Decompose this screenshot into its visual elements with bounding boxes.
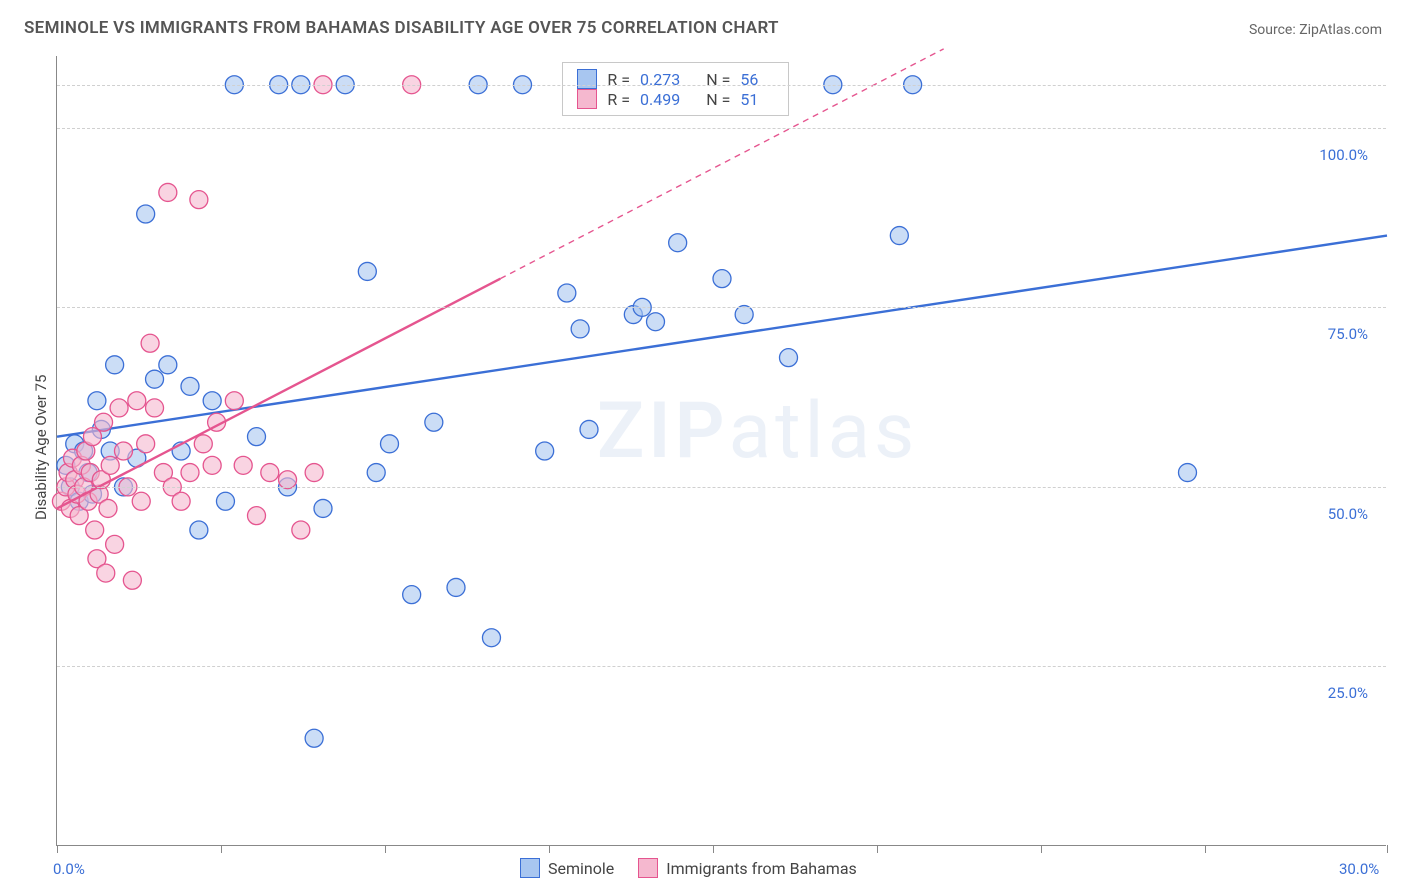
- scatter-point: [99, 499, 117, 517]
- scatter-point: [580, 420, 598, 438]
- scatter-point: [190, 521, 208, 539]
- scatter-point: [181, 377, 199, 395]
- stat-r-value: 0.499: [640, 90, 680, 109]
- scatter-point: [159, 356, 177, 374]
- stats-legend-box: R =0.273N =56R = 0.499 N = 51: [562, 62, 789, 116]
- scatter-point: [447, 578, 465, 596]
- stat-n-value: 51: [740, 90, 758, 109]
- trend-line: [57, 236, 1387, 437]
- scatter-point: [314, 499, 332, 517]
- scatter-point: [106, 356, 124, 374]
- gridline-h: [57, 128, 1386, 129]
- legend-swatch: [520, 858, 540, 878]
- y-tick-label: 25.0%: [1328, 684, 1368, 702]
- gridline-h: [57, 487, 1386, 488]
- chart-title: SEMINOLE VS IMMIGRANTS FROM BAHAMAS DISA…: [24, 18, 779, 38]
- scatter-point: [172, 492, 190, 510]
- legend-swatch: [638, 858, 658, 878]
- scatter-point: [890, 227, 908, 245]
- scatter-point: [106, 535, 124, 553]
- x-tick: [713, 845, 714, 853]
- legend-item: Immigrants from Bahamas: [638, 858, 857, 878]
- scatter-point: [425, 413, 443, 431]
- stats-row: R =0.273N =56: [577, 69, 774, 89]
- x-tick: [549, 845, 550, 853]
- scatter-point: [647, 313, 665, 331]
- legend-item: Seminole: [520, 858, 614, 878]
- x-tick: [221, 845, 222, 853]
- scatter-point: [86, 521, 104, 539]
- chart-plot-area: ZIPatlas R =0.273N =56R =0.499N =51 25.0…: [56, 56, 1386, 846]
- scatter-point: [367, 464, 385, 482]
- x-tick-label: 0.0%: [53, 860, 85, 878]
- scatter-point: [203, 456, 221, 474]
- scatter-point: [248, 507, 266, 525]
- scatter-point: [248, 428, 266, 446]
- scatter-point: [780, 349, 798, 367]
- scatter-point: [115, 442, 133, 460]
- y-tick-label: 75.0%: [1328, 325, 1368, 343]
- scatter-point: [88, 392, 106, 410]
- scatter-point: [146, 399, 164, 417]
- scatter-point: [95, 413, 113, 431]
- scatter-point: [101, 456, 119, 474]
- scatter-point: [190, 191, 208, 209]
- scatter-point: [97, 564, 115, 582]
- scatter-point: [536, 442, 554, 460]
- y-tick-label: 100.0%: [1319, 146, 1368, 164]
- x-tick: [57, 845, 58, 853]
- legend-label: Seminole: [548, 859, 614, 878]
- x-tick: [1205, 845, 1206, 853]
- y-tick-label: 50.0%: [1328, 505, 1368, 523]
- scatter-point: [159, 183, 177, 201]
- scatter-point: [403, 586, 421, 604]
- stat-n-label: N =: [706, 90, 730, 109]
- scatter-point: [305, 464, 323, 482]
- scatter-svg: [57, 56, 1387, 846]
- scatter-point: [146, 370, 164, 388]
- scatter-point: [132, 492, 150, 510]
- legend-label: Immigrants from Bahamas: [666, 859, 857, 878]
- scatter-point: [110, 399, 128, 417]
- scatter-point: [1179, 464, 1197, 482]
- x-tick-label: 30.0%: [1339, 860, 1379, 878]
- x-tick: [1041, 845, 1042, 853]
- scatter-point: [381, 435, 399, 453]
- scatter-point: [194, 435, 212, 453]
- gridline-h: [57, 85, 1386, 86]
- gridline-h: [57, 307, 1386, 308]
- scatter-point: [571, 320, 589, 338]
- scatter-point: [234, 456, 252, 474]
- scatter-point: [358, 262, 376, 280]
- scatter-point: [181, 464, 199, 482]
- scatter-point: [225, 392, 243, 410]
- scatter-point: [713, 270, 731, 288]
- scatter-point: [128, 392, 146, 410]
- scatter-point: [558, 284, 576, 302]
- scatter-point: [123, 571, 141, 589]
- x-tick: [1387, 845, 1388, 853]
- scatter-point: [305, 729, 323, 747]
- y-axis-label: Disability Age Over 75: [32, 375, 50, 520]
- scatter-point: [669, 234, 687, 252]
- legend-bottom: Seminole Immigrants from Bahamas: [520, 858, 857, 878]
- scatter-point: [292, 521, 310, 539]
- scatter-point: [482, 629, 500, 647]
- scatter-point: [261, 464, 279, 482]
- scatter-point: [137, 205, 155, 223]
- source-label: Source: ZipAtlas.com: [1249, 22, 1382, 38]
- stat-r-label: R =: [607, 90, 630, 109]
- scatter-point: [137, 435, 155, 453]
- gridline-h: [57, 666, 1386, 667]
- legend-swatch: [577, 89, 597, 109]
- x-tick: [877, 845, 878, 853]
- legend-swatch: [577, 69, 597, 89]
- stats-row: R = 0.499 N = 51: [577, 89, 774, 109]
- scatter-point: [216, 492, 234, 510]
- x-tick: [385, 845, 386, 853]
- scatter-point: [141, 334, 159, 352]
- scatter-point: [203, 392, 221, 410]
